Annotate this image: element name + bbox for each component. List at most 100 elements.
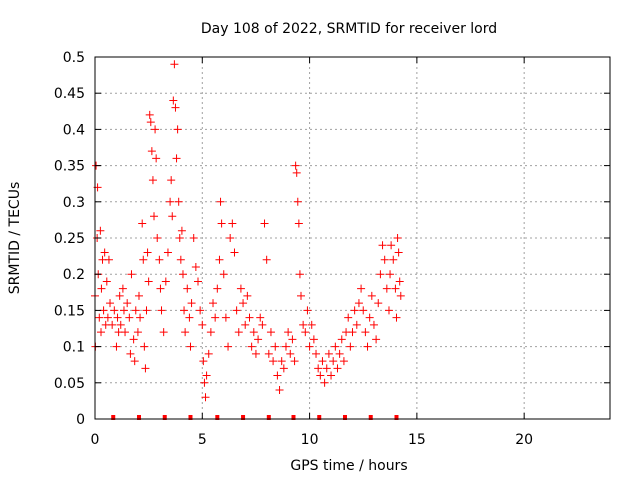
data-point [146, 118, 155, 127]
data-point [245, 313, 254, 322]
data-point [136, 313, 145, 322]
data-point [129, 335, 138, 344]
data-point [256, 313, 265, 322]
data-point [200, 378, 209, 387]
data-point [290, 357, 299, 366]
data-point [96, 226, 105, 235]
data-point [204, 349, 213, 358]
y-tick-label: 0.35 [54, 159, 85, 175]
data-point [125, 313, 134, 322]
data-point [201, 393, 210, 402]
data-point [143, 248, 152, 257]
data-point [202, 371, 211, 380]
data-point [95, 313, 104, 322]
data-point [374, 299, 383, 308]
baseline-marker [136, 415, 141, 420]
data-point [199, 357, 208, 366]
data-point [104, 255, 113, 264]
data-point [279, 364, 288, 373]
data-point [352, 320, 361, 329]
data-point [119, 306, 128, 315]
x-tick-labels: 0 5 10 15 20 [91, 432, 534, 448]
y-tick-label: 0 [76, 412, 85, 428]
data-point [224, 342, 233, 351]
data-point [331, 342, 340, 351]
data-point [106, 299, 115, 308]
data-point [157, 306, 166, 315]
data-point [303, 306, 312, 315]
data-point [293, 197, 302, 206]
data-point [216, 197, 225, 206]
data-point [194, 277, 202, 286]
data-point [312, 349, 321, 358]
data-point [327, 371, 336, 380]
data-point [271, 342, 280, 351]
data-point [191, 262, 200, 271]
data-point [163, 248, 172, 257]
data-point [297, 291, 305, 300]
data-point [185, 313, 194, 322]
data-point [288, 335, 297, 344]
data-point [339, 357, 348, 366]
data-point [169, 96, 178, 105]
data-point [186, 342, 195, 351]
grid [95, 57, 610, 419]
data-point [241, 320, 250, 329]
data-point [320, 378, 329, 387]
data-point [350, 306, 359, 315]
data-point [151, 125, 160, 134]
data-point [247, 342, 256, 351]
y-tick-label: 0.1 [63, 340, 85, 356]
data-point [211, 313, 220, 322]
data-point [133, 328, 142, 337]
data-point [123, 299, 132, 308]
data-point [294, 219, 303, 228]
data-point [150, 212, 159, 221]
axis-ticks [94, 56, 610, 420]
data-point [213, 284, 222, 293]
data-point [275, 386, 284, 395]
data-point [181, 328, 190, 337]
data-point [230, 248, 239, 257]
data-point [97, 328, 106, 337]
data-point [329, 357, 338, 366]
data-point [236, 284, 245, 293]
data-point [226, 234, 235, 242]
data-point [281, 342, 290, 351]
data-point [262, 255, 271, 264]
data-point [384, 306, 393, 315]
data-point [126, 349, 135, 358]
data-point [363, 342, 372, 351]
data-point [322, 364, 331, 373]
data-point [260, 219, 269, 228]
data-point [277, 357, 286, 366]
data-point [284, 328, 293, 337]
data-point [324, 349, 333, 358]
data-point [367, 291, 376, 300]
data-point [232, 306, 241, 315]
data-point [145, 110, 154, 119]
data-point [172, 154, 181, 163]
x-tick-label: 10 [301, 432, 319, 448]
y-axis-label: SRMTID / TECUs [7, 182, 23, 295]
data-point [333, 364, 342, 373]
data-point [318, 357, 327, 366]
data-point [159, 328, 168, 337]
data-point [378, 241, 387, 250]
data-point [219, 270, 228, 279]
data-point [178, 270, 187, 279]
data-point [335, 349, 344, 358]
data-point [365, 313, 374, 322]
data-point [174, 197, 183, 206]
data-point [215, 255, 224, 264]
data-point [305, 342, 314, 351]
data-point [130, 357, 139, 366]
data-point [116, 320, 125, 329]
y-tick-label: 0.2 [63, 267, 85, 283]
data-point [138, 219, 147, 228]
data-point [127, 270, 136, 279]
baseline-marker [317, 415, 322, 420]
data-point [269, 357, 278, 366]
data-point [273, 371, 282, 380]
